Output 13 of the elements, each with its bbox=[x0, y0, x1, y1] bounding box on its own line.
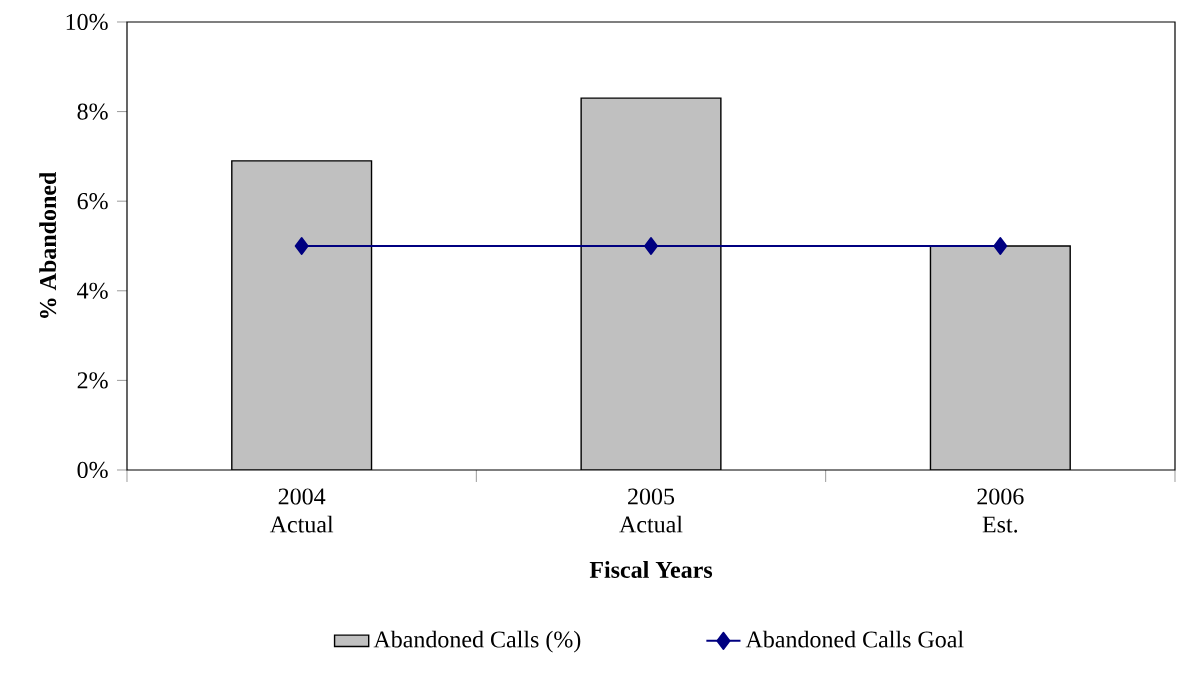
legend-label: Abandoned Calls (%) bbox=[373, 630, 581, 653]
y-axis-title: % Abandoned bbox=[39, 171, 57, 318]
y-tick-label: 6% bbox=[77, 193, 108, 210]
x-tick-label: 2004 Actual bbox=[269, 488, 334, 533]
y-tick-label: 2% bbox=[77, 372, 108, 389]
y-tick-label: 8% bbox=[77, 103, 108, 120]
x-axis-title: Fiscal Years bbox=[589, 561, 713, 578]
x-tick-label: 2006 Est. bbox=[977, 488, 1024, 533]
y-tick-label: 4% bbox=[77, 282, 108, 299]
y-tick-label: 0% bbox=[77, 461, 108, 479]
x-tick-label: 2005 Actual bbox=[619, 488, 683, 533]
y-tick-label: 10% bbox=[66, 13, 108, 31]
legend-label: Abandoned Calls Goal bbox=[745, 630, 964, 648]
